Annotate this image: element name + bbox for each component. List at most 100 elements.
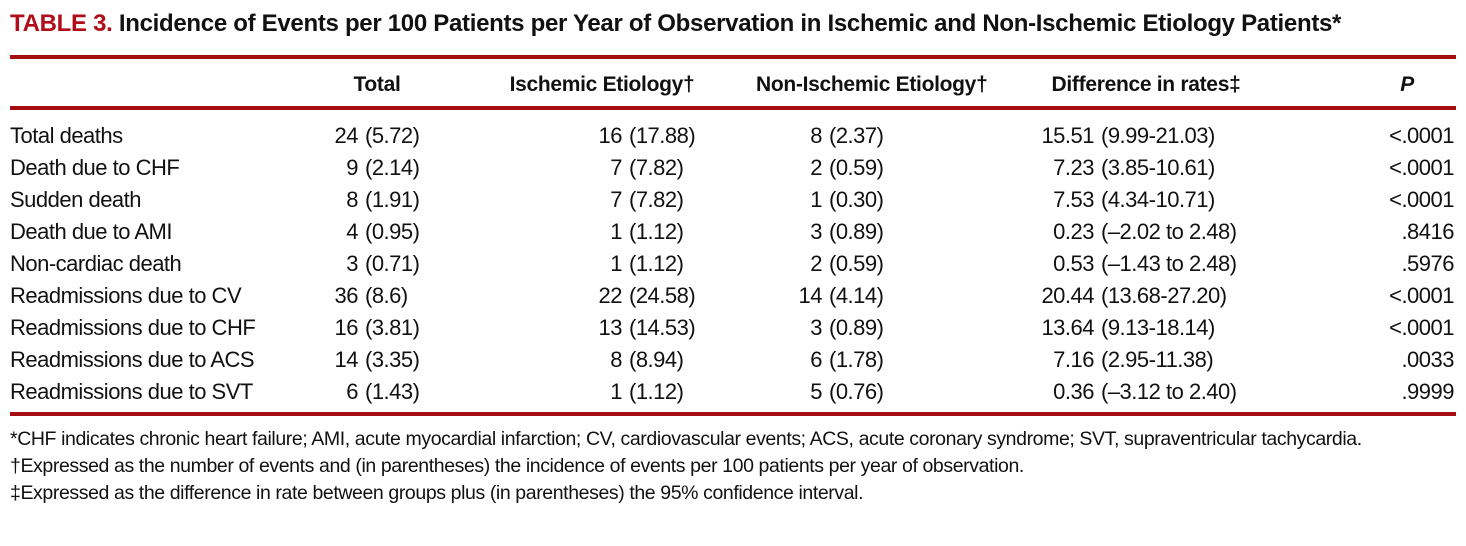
value-count: 20.44 bbox=[1041, 283, 1094, 308]
table-header: Total Ischemic Etiology† Non-Ischemic Et… bbox=[10, 59, 1456, 110]
value-count: 1 bbox=[610, 379, 622, 404]
table-caption: TABLE 3. Incidence of Events per 100 Pat… bbox=[10, 8, 1456, 39]
journal-table-figure: TABLE 3. Incidence of Events per 100 Pat… bbox=[10, 8, 1456, 507]
cell-difference: 7.16 (2.95-11.38) bbox=[940, 344, 1270, 376]
value-count: 22 bbox=[598, 283, 623, 308]
cell-p-value: <.0001 bbox=[1389, 155, 1454, 180]
cell-difference: 20.44 (13.68-27.20) bbox=[940, 280, 1270, 312]
bottom-rule bbox=[10, 412, 1456, 416]
value-count: 36 bbox=[334, 283, 359, 308]
cell-non-ischemic: 2 (0.59) bbox=[720, 248, 940, 280]
value-paren: (1.91) bbox=[365, 187, 420, 212]
value-count: 1 bbox=[610, 251, 622, 276]
table-row: Death due to CHF 9 (2.14) 7 (7.82) 2 (0.59) 7.2… bbox=[10, 152, 1456, 184]
table-row: Sudden death 8 (1.91) 7 (7.82) 1 (0.30) 7.53 (4.… bbox=[10, 184, 1456, 216]
incidence-events-table: Total Ischemic Etiology† Non-Ischemic Et… bbox=[10, 59, 1456, 408]
cell-non-ischemic: 5 (0.76) bbox=[720, 376, 940, 408]
cell-p-value: .8416 bbox=[1401, 219, 1454, 244]
value-count: 13 bbox=[598, 315, 623, 340]
col-header-ischemic-etiology: Ischemic Etiology† bbox=[440, 59, 720, 110]
cell-total: 3 (0.71) bbox=[240, 248, 440, 280]
cell-ischemic: 1 (1.12) bbox=[440, 248, 720, 280]
value-paren: (17.88) bbox=[629, 123, 696, 148]
value-paren: (5.72) bbox=[365, 123, 420, 148]
value-paren: (3.35) bbox=[365, 347, 420, 372]
row-label: Non-cardiac death bbox=[10, 251, 182, 276]
cell-ischemic: 7 (7.82) bbox=[440, 184, 720, 216]
table-title-text: Incidence of Events per 100 Patients per… bbox=[118, 10, 1342, 37]
value-paren: (9.99-21.03) bbox=[1101, 123, 1215, 148]
value-count: 6 bbox=[810, 347, 822, 372]
value-count: 3 bbox=[810, 219, 822, 244]
row-label: Total deaths bbox=[10, 123, 123, 148]
cell-p-value: .0033 bbox=[1401, 347, 1454, 372]
value-count: 2 bbox=[810, 251, 822, 276]
value-count: 8 bbox=[346, 187, 358, 212]
value-paren: (1.78) bbox=[829, 347, 884, 372]
row-label: Death due to AMI bbox=[10, 219, 173, 244]
cell-difference: 0.23 (–2.02 to 2.48) bbox=[940, 216, 1270, 248]
footnote-dagger: †Expressed as the number of events and (… bbox=[10, 455, 1024, 477]
value-count: 14 bbox=[334, 347, 359, 372]
value-paren: (0.30) bbox=[829, 187, 884, 212]
cell-difference: 0.36 (–3.12 to 2.40) bbox=[940, 376, 1270, 408]
value-paren: (24.58) bbox=[629, 283, 696, 308]
value-paren: (0.76) bbox=[829, 379, 884, 404]
cell-p-value: .9999 bbox=[1401, 379, 1454, 404]
cell-total: 9 (2.14) bbox=[240, 152, 440, 184]
value-count: 13.64 bbox=[1041, 315, 1094, 340]
value-paren: (1.43) bbox=[365, 379, 420, 404]
value-paren: (8.94) bbox=[629, 347, 684, 372]
value-paren: (3.85-10.61) bbox=[1101, 155, 1215, 180]
footnote-abbreviations: *CHF indicates chronic heart failure; AM… bbox=[10, 428, 1362, 450]
cell-non-ischemic: 3 (0.89) bbox=[720, 312, 940, 344]
cell-total: 16 (3.81) bbox=[240, 312, 440, 344]
row-label: Readmissions due to CHF bbox=[10, 315, 256, 340]
value-paren: (0.59) bbox=[829, 251, 884, 276]
table-row: Non-cardiac death 3 (0.71) 1 (1.12) 2 (0.59) 0.… bbox=[10, 248, 1456, 280]
cell-total: 8 (1.91) bbox=[240, 184, 440, 216]
cell-ischemic: 7 (7.82) bbox=[440, 152, 720, 184]
table-number-label: TABLE 3. bbox=[10, 10, 113, 37]
cell-total: 14 (3.35) bbox=[240, 344, 440, 376]
value-paren: (9.13-18.14) bbox=[1101, 315, 1215, 340]
value-count: 1 bbox=[610, 219, 622, 244]
cell-difference: 7.53 (4.34-10.71) bbox=[940, 184, 1270, 216]
value-count: 0.23 bbox=[1053, 219, 1094, 244]
table-row: Readmissions due to SVT 6 (1.43) 1 (1.12) 5 (0… bbox=[10, 376, 1456, 408]
cell-non-ischemic: 8 (2.37) bbox=[720, 108, 940, 152]
cell-ischemic: 1 (1.12) bbox=[440, 216, 720, 248]
table-row: Total deaths 24 (5.72) 16 (17.88) 8 (2.37) 15.5… bbox=[10, 108, 1456, 152]
value-count: 4 bbox=[346, 219, 358, 244]
value-paren: (4.14) bbox=[829, 283, 884, 308]
col-header-non-ischemic-etiology: Non-Ischemic Etiology† bbox=[720, 59, 988, 110]
value-count: 14 bbox=[798, 283, 823, 308]
value-count: 7 bbox=[610, 187, 622, 212]
cell-non-ischemic: 2 (0.59) bbox=[720, 152, 940, 184]
cell-p-value: <.0001 bbox=[1389, 123, 1454, 148]
value-count: 0.36 bbox=[1053, 379, 1094, 404]
cell-difference: 15.51 (9.99-21.03) bbox=[940, 108, 1270, 152]
value-count: 5 bbox=[810, 379, 822, 404]
col-header-total: Total bbox=[240, 59, 440, 110]
value-paren: (13.68-27.20) bbox=[1101, 283, 1227, 308]
value-paren: (7.82) bbox=[629, 155, 684, 180]
cell-non-ischemic: 14 (4.14) bbox=[720, 280, 940, 312]
cell-difference: 13.64 (9.13-18.14) bbox=[940, 312, 1270, 344]
footnotes: *CHF indicates chronic heart failure; AM… bbox=[10, 426, 1456, 507]
value-paren: (1.12) bbox=[629, 251, 684, 276]
cell-non-ischemic: 1 (0.30) bbox=[720, 184, 940, 216]
value-paren: (–1.43 to 2.48) bbox=[1101, 251, 1237, 276]
top-rule bbox=[10, 55, 1456, 59]
value-count: 1 bbox=[810, 187, 822, 212]
value-paren: (2.37) bbox=[829, 123, 884, 148]
value-paren: (3.81) bbox=[365, 315, 420, 340]
value-paren: (0.89) bbox=[829, 315, 884, 340]
value-paren: (0.71) bbox=[365, 251, 420, 276]
header-row: Total Ischemic Etiology† Non-Ischemic Et… bbox=[10, 59, 1456, 110]
cell-ischemic: 1 (1.12) bbox=[440, 376, 720, 408]
value-count: 3 bbox=[810, 315, 822, 340]
row-label: Death due to CHF bbox=[10, 155, 180, 180]
footnote-double-dagger: ‡Expressed as the difference in rate bet… bbox=[10, 482, 864, 504]
cell-non-ischemic: 3 (0.89) bbox=[720, 216, 940, 248]
